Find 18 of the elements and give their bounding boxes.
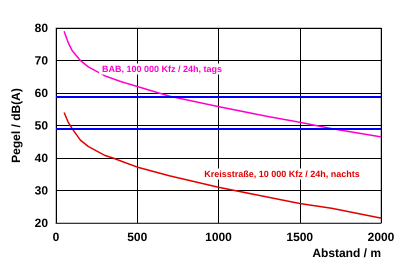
y-tick-label: 20 bbox=[34, 216, 48, 230]
x-tick-label: 1000 bbox=[205, 230, 232, 244]
y-tick-label: 40 bbox=[34, 151, 48, 165]
x-tick-label: 0 bbox=[52, 230, 60, 244]
x-axis-title: Abstand / m bbox=[312, 246, 381, 260]
y-tick-label: 80 bbox=[34, 21, 48, 35]
x-tick-label: 2000 bbox=[368, 230, 395, 244]
line-series bbox=[63, 30, 382, 138]
y-axis-title: Pegel / dB(A) bbox=[9, 88, 23, 163]
y-tick-label: 50 bbox=[34, 118, 48, 132]
x-tick-label: 500 bbox=[127, 230, 148, 244]
annotation: BAB, 100 000 Kfz / 24h, tags bbox=[102, 64, 222, 74]
x-tick-label: 1500 bbox=[286, 230, 314, 244]
y-tick-label: 60 bbox=[34, 86, 48, 100]
line-series bbox=[63, 112, 382, 219]
annotation: Kreisstraße, 10 000 Kfz / 24h, nachts bbox=[204, 169, 360, 179]
y-tick-label: 70 bbox=[34, 54, 48, 68]
y-tick-label: 30 bbox=[34, 184, 48, 198]
